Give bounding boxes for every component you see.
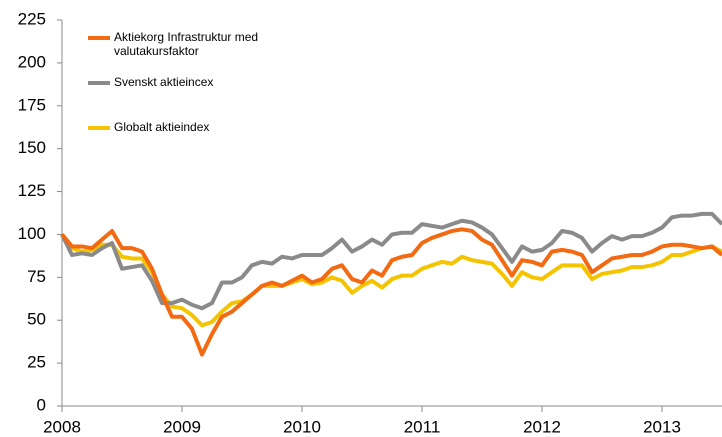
x-tick-label: 2008	[43, 417, 81, 436]
legend-label: Aktiekorg Infrastruktur med valutakursfa…	[114, 30, 259, 58]
y-tick-label: 175	[18, 95, 46, 114]
series-line	[60, 227, 722, 357]
y-tick-label: 125	[18, 181, 46, 200]
y-tick-label: 75	[27, 267, 46, 286]
series-line	[60, 233, 722, 328]
x-tick-label: 2011	[404, 417, 441, 436]
y-tick-label: 150	[18, 138, 46, 157]
y-tick-label: 200	[18, 52, 46, 71]
y-tick-label: 0	[37, 395, 46, 414]
y-tick-label: 225	[18, 9, 46, 28]
legend-label: Svenskt aktieincex	[114, 75, 214, 89]
y-tick-label: 25	[27, 353, 46, 372]
y-tick-label: 100	[18, 224, 46, 243]
x-tick-label: 2012	[523, 417, 561, 436]
legend-label: Globalt aktieindex	[114, 120, 210, 134]
y-tick-label: 50	[27, 310, 46, 329]
series-line	[60, 211, 722, 311]
x-tick-label: 2009	[163, 417, 201, 436]
x-tick-label: 2010	[283, 417, 321, 436]
x-tick-label: 2013	[643, 417, 681, 436]
